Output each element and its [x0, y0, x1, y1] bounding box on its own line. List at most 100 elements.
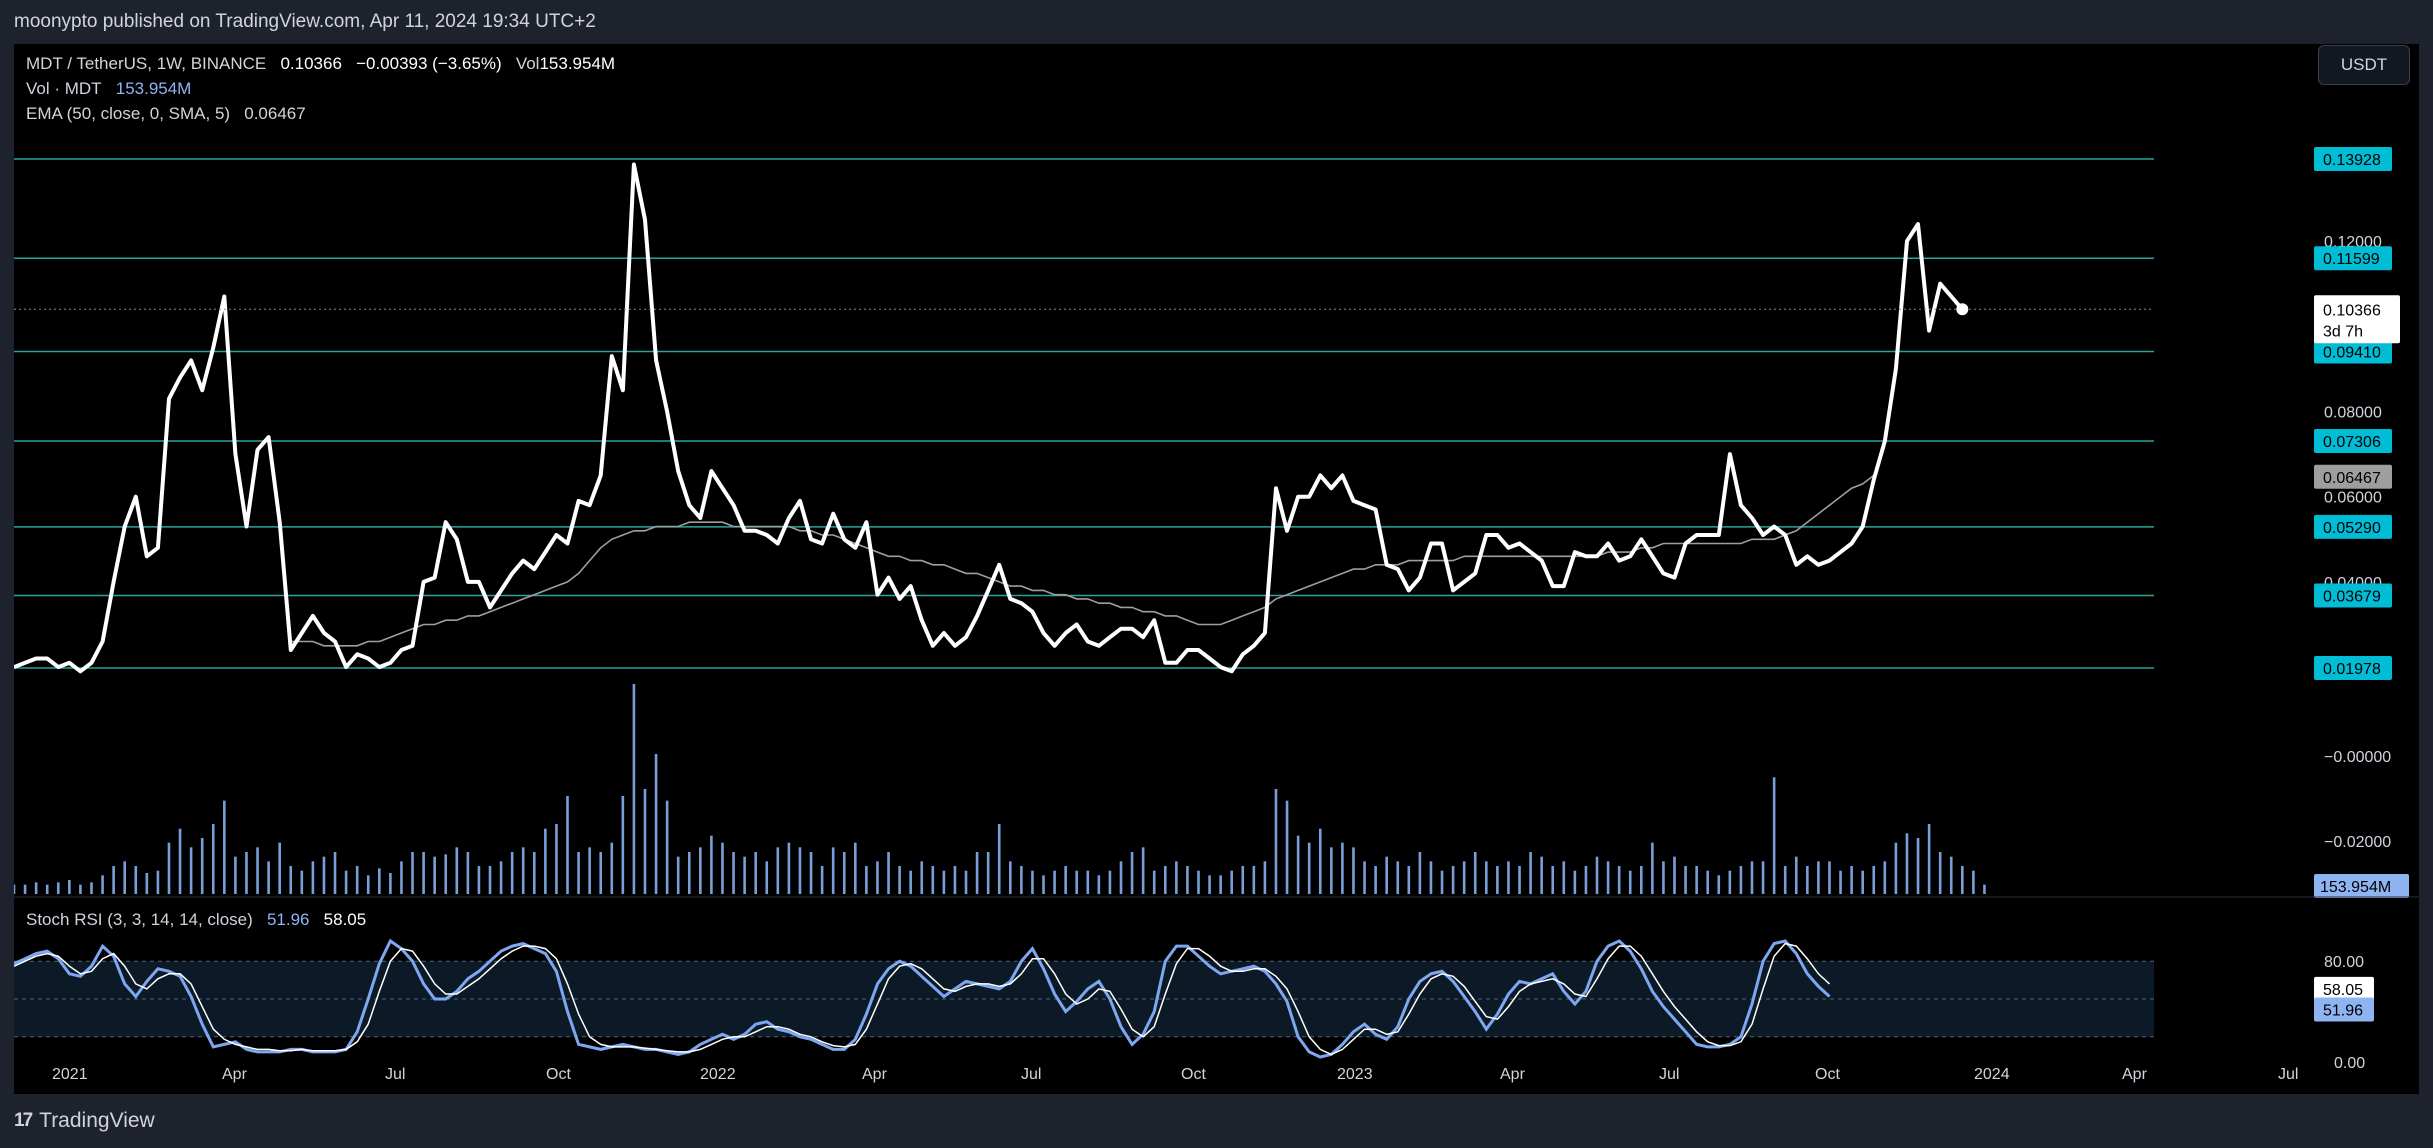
- legend-price: 0.10366: [280, 54, 342, 73]
- volume-bar: [422, 852, 425, 894]
- volume-bar: [178, 828, 182, 894]
- volume-bar: [1197, 870, 1200, 894]
- volume-bar: [632, 684, 636, 894]
- volume-bar: [1551, 866, 1555, 894]
- volume-bar: [1429, 861, 1433, 894]
- volume-bar: [68, 880, 71, 894]
- volume-bar: [145, 873, 149, 894]
- legend-symbol[interactable]: MDT / TetherUS, 1W, BINANCE: [26, 54, 267, 73]
- level-tag: [2314, 656, 2392, 680]
- volume-bar: [1186, 866, 1189, 894]
- volume-bar: [521, 847, 525, 894]
- volume-bar: [1418, 852, 1422, 894]
- time-axis-label: 2022: [700, 1066, 736, 1083]
- stoch-axis-label: 0.00: [2334, 1055, 2365, 1072]
- volume-bar: [1783, 866, 1787, 894]
- footer-bar: 17 TradingView: [0, 1094, 2433, 1148]
- volume-bar: [444, 854, 448, 894]
- volume-bar: [455, 847, 459, 894]
- volume-bar: [665, 800, 669, 894]
- volume-bar: [854, 842, 857, 894]
- chart-canvas[interactable]: 0.120000.080000.060000.04000−0.00000−0.0…: [14, 44, 2419, 1094]
- volume-bar: [1695, 866, 1698, 894]
- volume-bar: [699, 847, 702, 894]
- volume-bar: [156, 870, 160, 894]
- volume-bar: [1794, 856, 1798, 894]
- volume-bar: [1938, 852, 1942, 894]
- volume-bar: [1496, 866, 1499, 894]
- volume-bar: [1673, 856, 1676, 894]
- stoch-legend: Stoch RSI (3, 3, 14, 14, close) 51.96 58…: [26, 910, 366, 930]
- ema-tag: [2314, 464, 2392, 489]
- chart-area[interactable]: 0.12000 0.08000 0.06000 0.04000 −0.00000 −0.0…: [14, 44, 2419, 1094]
- volume-bar: [1252, 866, 1256, 894]
- volume-bar: [743, 856, 746, 894]
- volume-bar: [754, 852, 757, 894]
- volume-bar: [90, 882, 93, 894]
- volume-bar: [798, 847, 802, 894]
- volume-bar: [211, 824, 215, 894]
- time-axis-label: Jul: [1659, 1066, 1679, 1083]
- volume-bar: [1518, 866, 1521, 894]
- ema-legend-label[interactable]: EMA (50, close, 0, SMA, 5): [26, 104, 231, 123]
- volume-bar: [732, 852, 735, 894]
- currency-button[interactable]: USDT: [2318, 45, 2410, 85]
- volume-bar: [223, 800, 226, 894]
- price-axis-label: −0.02000: [2324, 834, 2391, 851]
- volume-bar: [300, 870, 304, 894]
- volume-bar: [389, 873, 392, 894]
- volume-bar: [1208, 875, 1211, 894]
- stoch-legend-k: 51.96: [266, 910, 310, 929]
- volume-bar: [1606, 861, 1610, 894]
- volume-bar: [1639, 866, 1643, 894]
- volume-bar: [1739, 866, 1743, 894]
- volume-bar: [322, 856, 326, 894]
- stoch-k-line: [14, 938, 1831, 1059]
- volume-bar: [34, 882, 38, 894]
- stoch-axis-label: 80.00: [2324, 954, 2364, 971]
- volume-bar: [267, 861, 270, 894]
- level-tag-label: 0.09410: [2323, 344, 2381, 361]
- volume-bar: [289, 866, 293, 894]
- volume-bar: [1064, 866, 1067, 894]
- volume-bar: [588, 847, 591, 894]
- volume-bar: [1219, 875, 1222, 894]
- volume-bar: [1983, 884, 1986, 894]
- volume-bar: [1097, 875, 1101, 894]
- volume-bar: [1617, 866, 1621, 894]
- volume-bar: [1263, 861, 1267, 894]
- volume-bar: [776, 847, 780, 894]
- volume-bar: [344, 870, 348, 894]
- time-axis-label: Apr: [1500, 1066, 1526, 1083]
- last-price-tag-value: 0.10366: [2323, 302, 2381, 319]
- volume-bar: [1806, 866, 1809, 894]
- volume-bar: [510, 852, 514, 894]
- volume-bar: [200, 838, 204, 894]
- publisher-bar: moonypto published on TradingView.com, A…: [0, 0, 2433, 44]
- volume-bar: [1296, 835, 1300, 894]
- volume-bar: [909, 870, 912, 894]
- volume-bar: [1961, 866, 1964, 894]
- volume-bar: [1163, 866, 1167, 894]
- volume-bar: [245, 852, 248, 894]
- volume-bar: [931, 866, 935, 894]
- symbol-legend: MDT / TetherUS, 1W, BINANCE 0.10366 −0.0…: [26, 54, 615, 74]
- last-price-tag: [2314, 295, 2400, 344]
- volume-bar: [1927, 824, 1931, 894]
- price-axis-label: −0.00000: [2324, 749, 2391, 766]
- stoch-legend-label[interactable]: Stoch RSI (3, 3, 14, 14, close): [26, 910, 253, 929]
- volume-legend-label[interactable]: Vol · MDT: [26, 79, 102, 98]
- volume-bar: [1761, 861, 1765, 894]
- level-tag-label: 0.03679: [2323, 589, 2381, 606]
- volume-bar: [1352, 847, 1355, 894]
- tradingview-logo[interactable]: 17 TradingView: [14, 1109, 155, 1133]
- volume-bar: [1662, 861, 1665, 894]
- ema-tag-label: 0.06467: [2323, 470, 2381, 487]
- ema-legend-value: 0.06467: [244, 104, 306, 123]
- volume-bar: [366, 875, 370, 894]
- volume-bar: [643, 789, 647, 894]
- volume-bar: [1175, 861, 1178, 894]
- volume-bar: [378, 868, 381, 894]
- volume-bar: [45, 884, 49, 894]
- volume-bar: [1108, 870, 1112, 894]
